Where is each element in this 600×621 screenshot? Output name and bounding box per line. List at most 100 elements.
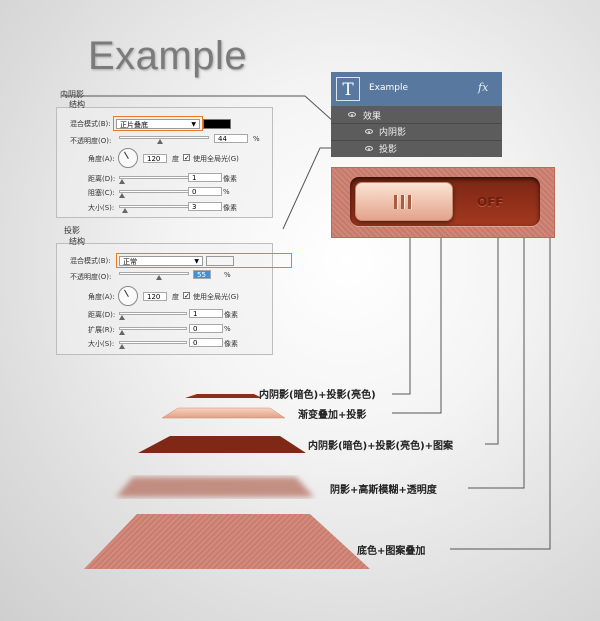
drop-shadow-distance-label: 距离(D): xyxy=(88,311,116,319)
drop-shadow-blend-select[interactable]: 正常 ▼ xyxy=(119,256,203,266)
inner-shadow-section-label: 内阴影 xyxy=(60,90,84,99)
grip-line xyxy=(408,195,411,209)
fx-icon[interactable]: fx xyxy=(478,81,489,94)
inner-shadow-global-light-label: 使用全局光(G) xyxy=(193,155,239,163)
inner-shadow-opacity-slider[interactable] xyxy=(119,136,209,144)
drop-shadow-angle-input[interactable]: 120 xyxy=(143,292,167,301)
layer-name: Example xyxy=(369,83,409,93)
drop-shadow-blend-highlight xyxy=(116,253,292,268)
slider-thumb[interactable] xyxy=(119,344,125,349)
drop-shadow-opacity-slider[interactable] xyxy=(119,272,189,280)
inner-shadow-angle-input[interactable]: 120 xyxy=(143,154,167,163)
stack-layer-1-slab xyxy=(185,394,262,398)
divider xyxy=(331,123,502,124)
slider-thumb[interactable] xyxy=(157,139,163,144)
stack-caption-2: 渐变叠加+投影 xyxy=(298,410,367,421)
toggle-off-label: OFF xyxy=(477,195,504,209)
connector-stack-2 xyxy=(392,236,442,414)
slider-thumb[interactable] xyxy=(119,330,125,335)
effects-label[interactable]: 效果 xyxy=(363,112,382,122)
slider-thumb[interactable] xyxy=(119,315,125,320)
stack-caption-3: 内阴影(暗色)+投影(亮色)+图案 xyxy=(308,441,454,452)
inner-shadow-group-label: 结构 xyxy=(69,100,85,109)
stack-caption-1: 内阴影(暗色)+投影(亮色) xyxy=(259,390,376,401)
effect-drop-shadow[interactable]: 投影 xyxy=(379,145,398,155)
drop-shadow-global-light-label: 使用全局光(G) xyxy=(193,293,239,301)
toggle-knob[interactable] xyxy=(355,182,453,221)
drop-shadow-section-label: 投影 xyxy=(64,226,80,235)
inner-shadow-blend-select[interactable]: 正片叠底 ▼ xyxy=(116,119,200,129)
inner-shadow-distance-input[interactable]: 1 xyxy=(188,173,222,182)
inner-shadow-blend-highlight xyxy=(113,116,203,131)
grip-line xyxy=(394,195,397,209)
degree-unit: 度 xyxy=(172,293,179,301)
slider-thumb[interactable] xyxy=(156,275,162,280)
pixel-unit: 像素 xyxy=(224,340,238,348)
stack-layer-3-slab xyxy=(138,436,306,453)
drop-shadow-size-input[interactable]: 0 xyxy=(189,338,223,347)
slider-thumb[interactable] xyxy=(122,208,128,213)
connector-stack-1 xyxy=(392,236,411,395)
grip-line xyxy=(401,195,404,209)
stack-layer-4-slab xyxy=(116,477,314,497)
connector-stack-5 xyxy=(450,236,551,550)
percent-unit: % xyxy=(224,325,231,333)
drop-shadow-spread-input[interactable]: 0 xyxy=(189,324,223,333)
inner-shadow-opacity-input[interactable]: 44 xyxy=(214,134,248,143)
eye-icon[interactable] xyxy=(348,112,356,117)
drop-shadow-opacity-input[interactable]: 55 xyxy=(193,270,211,279)
percent-unit: % xyxy=(223,188,230,196)
stack-layer-5-slab xyxy=(84,514,370,569)
inner-shadow-choke-input[interactable]: 0 xyxy=(188,187,222,196)
pixel-unit: 像素 xyxy=(223,204,237,212)
page-title: Example xyxy=(88,34,248,78)
chevron-down-icon: ▼ xyxy=(191,121,196,128)
drop-shadow-blend-label: 混合模式(B): xyxy=(70,257,111,265)
eye-icon[interactable] xyxy=(365,146,373,151)
drop-shadow-spread-label: 扩展(R): xyxy=(88,326,115,334)
percent-unit: % xyxy=(253,135,260,143)
layer-row-example[interactable]: T Example fx xyxy=(331,72,502,106)
effect-inner-shadow[interactable]: 内阴影 xyxy=(379,128,407,138)
inner-shadow-global-light-checkbox[interactable]: ✓ xyxy=(183,154,190,162)
inner-shadow-blend-label: 混合模式(B): xyxy=(70,120,111,128)
drop-shadow-blend-value: 正常 xyxy=(123,258,137,266)
stack-caption-4: 阴影+高斯模糊+透明度 xyxy=(330,485,437,496)
drop-shadow-global-light-checkbox[interactable]: ✓ xyxy=(183,292,190,300)
inner-shadow-color-swatch[interactable] xyxy=(203,119,231,129)
drop-shadow-distance-slider[interactable] xyxy=(119,312,187,320)
angle-dial[interactable] xyxy=(118,286,138,306)
angle-dial[interactable] xyxy=(118,148,138,168)
percent-unit: % xyxy=(224,271,231,279)
drop-shadow-opacity-label: 不透明度(O): xyxy=(70,273,112,281)
connector-stack-3 xyxy=(485,236,499,445)
drop-shadow-color-swatch[interactable] xyxy=(206,256,234,266)
inner-shadow-angle-label: 角度(A): xyxy=(88,155,115,163)
pixel-unit: 像素 xyxy=(224,311,238,319)
drop-shadow-angle-label: 角度(A): xyxy=(88,293,115,301)
drop-shadow-size-label: 大小(S): xyxy=(88,340,115,348)
drop-shadow-distance-input[interactable]: 1 xyxy=(189,309,223,318)
layers-panel: T Example fx 效果 内阴影 投影 xyxy=(331,72,502,157)
eye-icon[interactable] xyxy=(365,129,373,134)
stack-caption-5: 底色+图案叠加 xyxy=(357,546,426,557)
inner-shadow-size-label: 大小(S): xyxy=(88,204,115,212)
chevron-down-icon: ▼ xyxy=(194,258,199,265)
divider xyxy=(331,140,502,141)
slider-thumb[interactable] xyxy=(119,193,125,198)
drop-shadow-size-slider[interactable] xyxy=(119,341,187,349)
inner-shadow-dialog: 结构 混合模式(B): 正片叠底 ▼ 不透明度(O): 44 % 角度(A): 1… xyxy=(56,100,273,218)
inner-shadow-distance-label: 距离(D): xyxy=(88,175,116,183)
slider-thumb[interactable] xyxy=(119,179,125,184)
drop-shadow-spread-slider[interactable] xyxy=(119,327,187,335)
inner-shadow-size-input[interactable]: 3 xyxy=(188,202,222,211)
text-layer-icon: T xyxy=(336,77,360,101)
drop-shadow-dialog: 结构 混合模式(B): 正常 ▼ 不透明度(O): 55 % 角度(A): 120… xyxy=(56,237,292,355)
stack-layer-2-slab xyxy=(161,407,286,419)
inner-shadow-opacity-label: 不透明度(O): xyxy=(70,137,112,145)
pixel-unit: 像素 xyxy=(223,175,237,183)
connector-stack-4 xyxy=(468,236,525,489)
degree-unit: 度 xyxy=(172,155,179,163)
